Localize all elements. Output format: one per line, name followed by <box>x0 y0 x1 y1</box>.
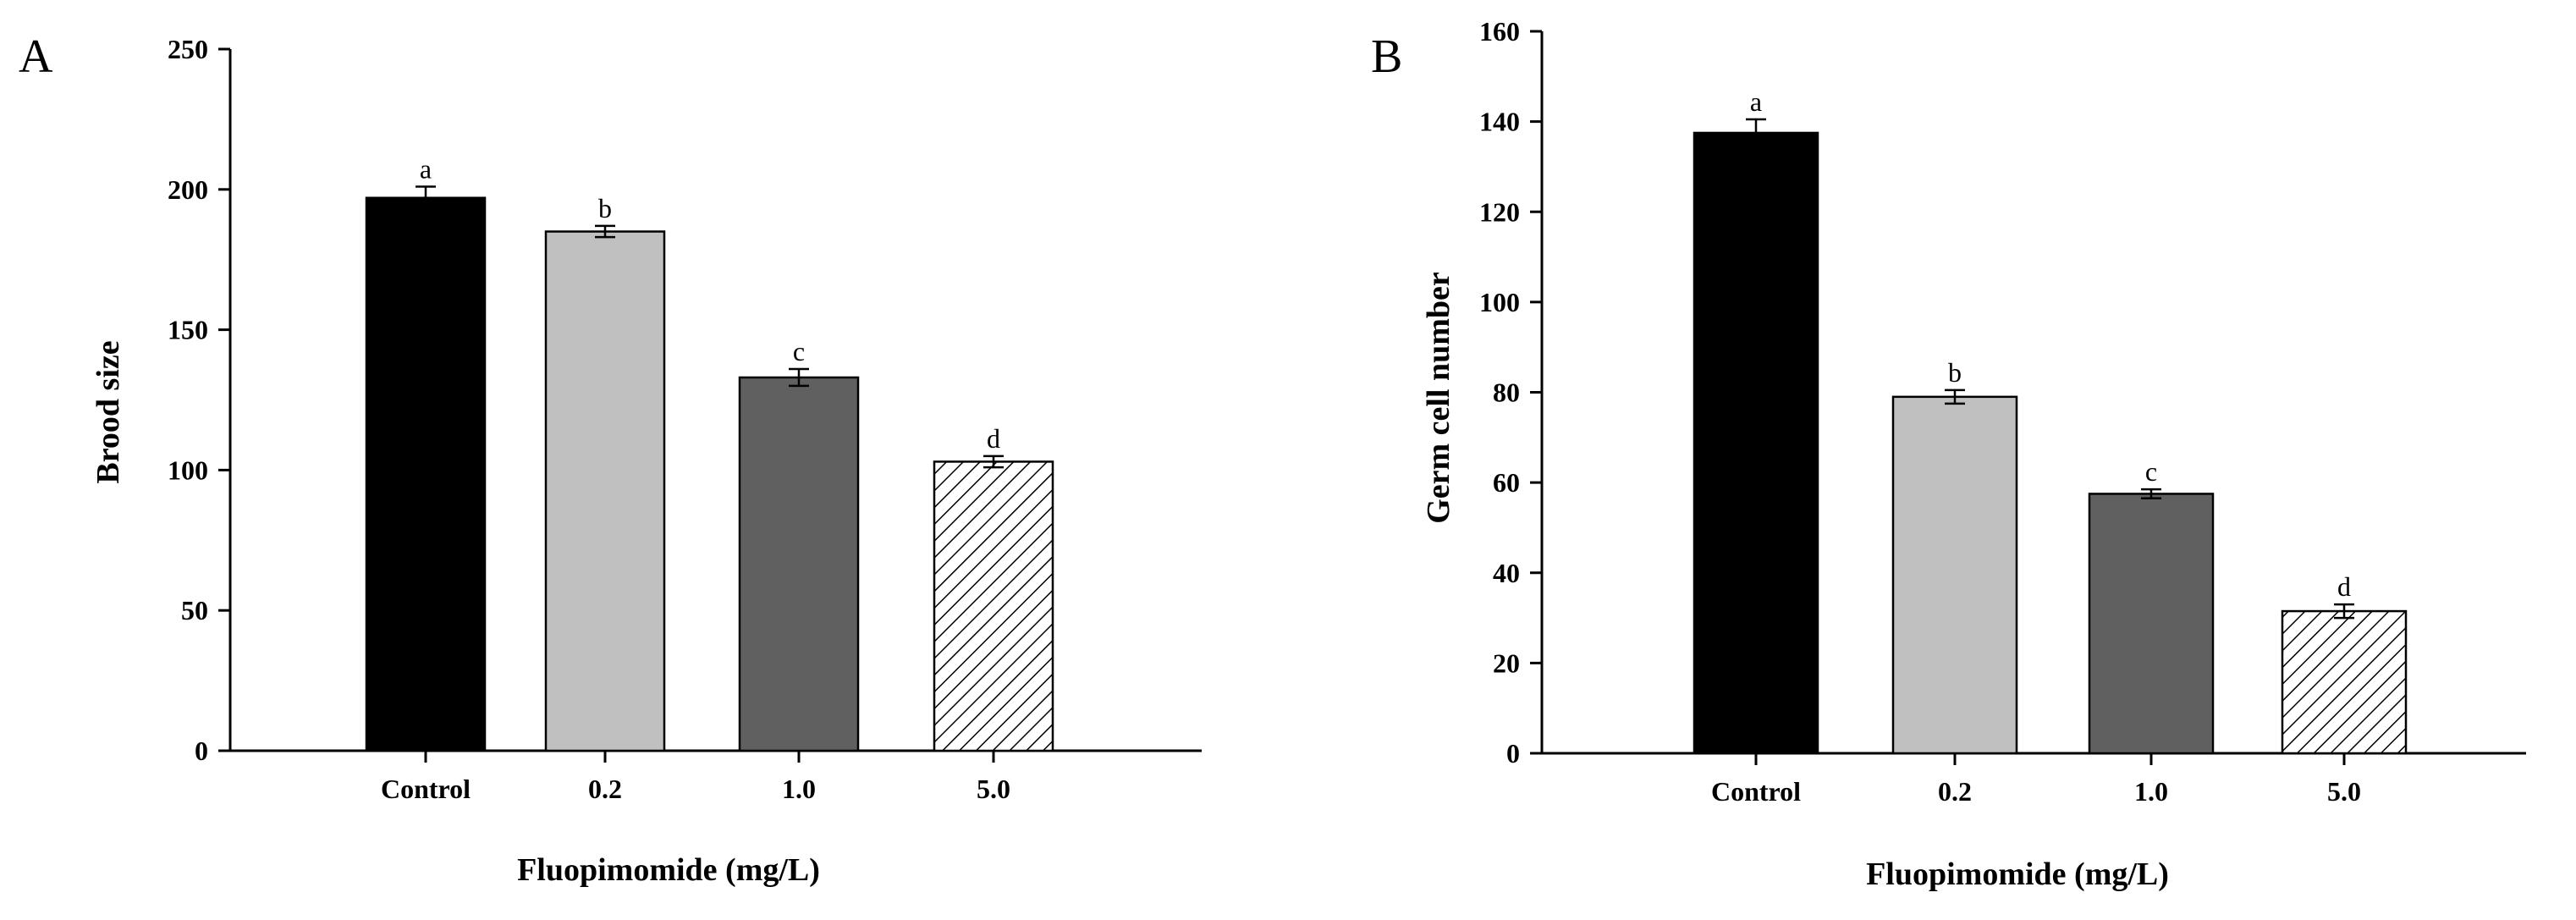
x-tick-label-a: Control <box>381 774 471 804</box>
y-axis-title-b: Germ cell number <box>1421 272 1456 524</box>
y-tick-label-a: 250 <box>168 34 208 64</box>
bar-b <box>1891 395 2018 755</box>
x-axis-title-a: Fluopimomide (mg/L) <box>517 852 820 888</box>
y-tick-label-b: 140 <box>1479 107 1520 137</box>
bar-b <box>2281 609 2408 755</box>
panel-label-a: A <box>19 30 53 83</box>
bar-a <box>738 376 860 752</box>
significance-label-a: b <box>598 193 612 223</box>
y-tick-label-b: 80 <box>1493 377 1520 408</box>
chart-panel-a: A 0 50 100 150 200 250 Control a 0.2 b 1.0 c 5.0 d Br… <box>19 30 1202 888</box>
y-tick-label-b: 160 <box>1479 16 1520 47</box>
panel-label-b: B <box>1371 30 1402 83</box>
x-tick-label-b: 0.2 <box>1938 776 1972 807</box>
bar-b <box>1693 131 1819 755</box>
chart-panel-b: B 0 20 40 60 80 100 120 140 160 Control a 0.2 b 1.0 c 5… <box>1371 16 2526 892</box>
significance-label-b: a <box>1750 86 1762 117</box>
y-tick-label-b: 120 <box>1479 196 1520 227</box>
y-tick-label-b: 20 <box>1493 647 1520 678</box>
y-axis-title-a: Brood size <box>91 340 126 483</box>
x-tick-label-a: 0.2 <box>588 774 622 804</box>
x-tick-label-a: 1.0 <box>782 774 816 804</box>
plot-area-a: 0 50 100 150 200 250 Control a 0.2 b 1.0 c 5.0 d <box>168 34 1202 804</box>
significance-label-b: d <box>2337 571 2351 602</box>
bar-b <box>2088 493 2215 755</box>
bar-a <box>365 196 487 752</box>
y-tick-label-a: 0 <box>195 735 208 766</box>
significance-label-b: b <box>1948 357 1962 388</box>
plot-area-b: 0 20 40 60 80 100 120 140 160 Control a 0.2 b 1.0 c 5.0… <box>1479 16 2526 807</box>
significance-label-a: c <box>793 336 805 366</box>
y-tick-label-a: 50 <box>181 595 208 625</box>
x-tick-label-b: 1.0 <box>2134 776 2168 807</box>
y-tick-label-b: 0 <box>1506 738 1520 769</box>
x-tick-label-b: Control <box>1711 776 1801 807</box>
x-axis-title-b: Fluopimomide (mg/L) <box>1866 857 2169 892</box>
significance-label-a: d <box>987 423 1000 454</box>
significance-label-a: a <box>420 153 432 184</box>
y-tick-label-b: 60 <box>1493 467 1520 498</box>
y-tick-label-b: 40 <box>1493 558 1520 588</box>
y-tick-label-a: 200 <box>168 174 208 205</box>
significance-label-b: c <box>2145 456 2157 487</box>
y-tick-label-a: 150 <box>168 315 208 345</box>
bar-a <box>544 230 666 752</box>
x-tick-label-b: 5.0 <box>2327 776 2361 807</box>
y-tick-label-b: 100 <box>1479 287 1520 317</box>
y-tick-label-a: 100 <box>168 454 208 485</box>
x-tick-label-a: 5.0 <box>977 774 1010 804</box>
bar-a <box>933 460 1054 752</box>
